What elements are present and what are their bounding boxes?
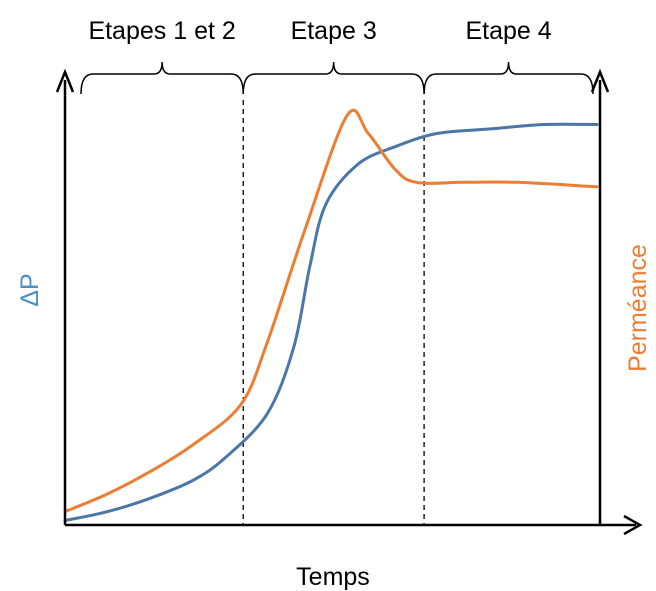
axes: [55, 68, 643, 536]
stage-dividers: [242, 100, 425, 525]
y-axis-left-arrow: [55, 68, 75, 93]
stage-label: Etapes 1 et 2: [88, 17, 235, 45]
stage-brace: [242, 61, 425, 95]
x-axis-arrow: [623, 514, 643, 536]
x-axis-title: Temps: [296, 563, 370, 591]
y-axis-left-title: ΔP: [16, 273, 44, 306]
stage-label: Etape 4: [465, 17, 551, 45]
series-line-permeance: [63, 108, 599, 514]
stage-brace: [80, 61, 244, 95]
series-layer: [63, 108, 599, 522]
series-line-delta-p: [63, 122, 599, 522]
y-axis-right-arrow: [590, 68, 610, 93]
stage-brace: [423, 61, 594, 95]
stage-braces: Etapes 1 et 2 Etape 3 Etape 4: [80, 17, 594, 95]
stage-label: Etape 3: [291, 17, 377, 45]
y-axis-right-title: Perméance: [624, 244, 652, 372]
